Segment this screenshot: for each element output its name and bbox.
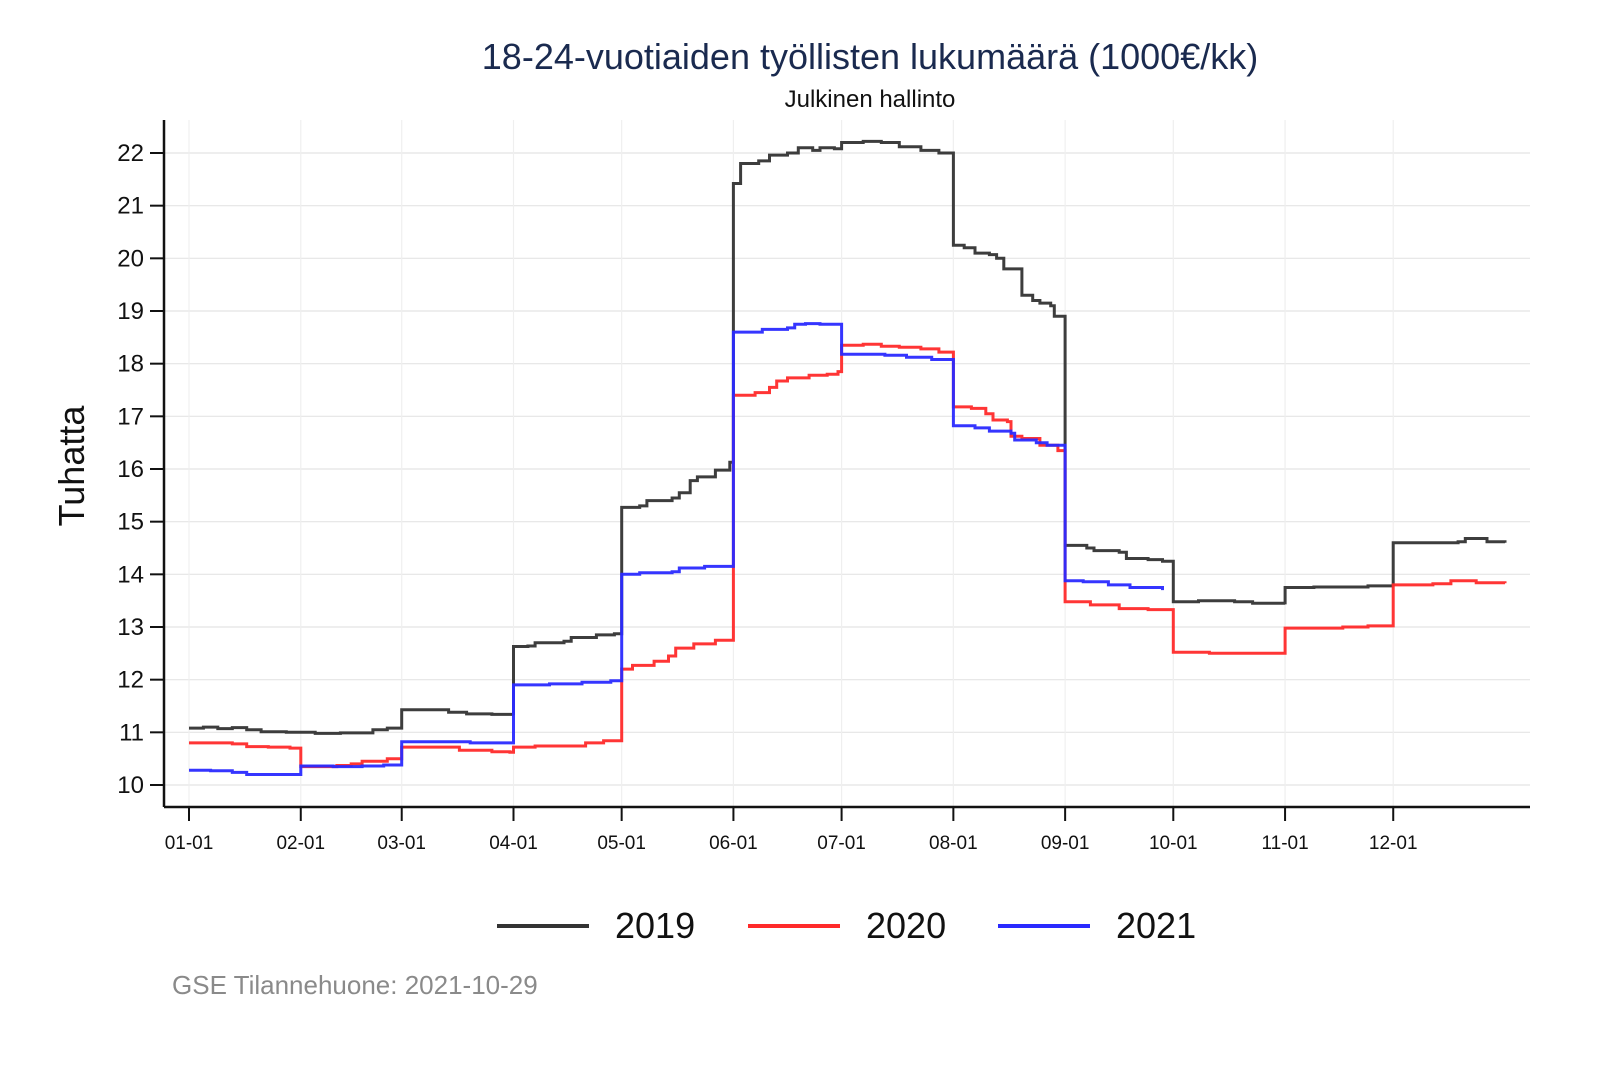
x-tick-label: 09-01: [1041, 833, 1090, 854]
y-tick-label: 21: [117, 193, 144, 220]
chart-subtitle: Julkinen hallinto: [784, 86, 956, 113]
chart-plot: 10 11 12 13 14 15 16 17 18 19 20 21 22 01-01 02-01 03-0…: [51, 120, 1530, 854]
y-tick-label: 12: [117, 667, 144, 694]
legend-label-2021: 2021: [1116, 905, 1197, 946]
legend-label-2020: 2020: [866, 905, 947, 946]
legend: 2019 2020 2021: [0, 896, 1600, 956]
y-tick-label: 19: [117, 298, 144, 325]
x-tick-label: 06-01: [709, 833, 758, 854]
y-tick-label: 11: [119, 719, 144, 746]
y-axis-title: Tuhatta: [51, 405, 92, 527]
y-tick-label: 15: [117, 509, 144, 536]
legend-item-2021: 2021: [998, 896, 1196, 956]
legend-item-2019: 2019: [497, 896, 695, 956]
x-tick-label: 04-01: [489, 833, 538, 854]
legend-item-2020: 2020: [748, 896, 946, 956]
x-tick-label: 05-01: [597, 833, 646, 854]
grid: [164, 120, 1530, 807]
axes: 10 11 12 13 14 15 16 17 18 19 20 21 22 01-01 02-01 03-0…: [117, 120, 1530, 854]
x-tick-label: 08-01: [929, 833, 978, 854]
y-tick-label: 16: [117, 456, 144, 483]
legend-swatch-2020: [748, 924, 840, 928]
x-tick-label: 12-01: [1369, 833, 1418, 854]
series-layer: [189, 139, 1507, 776]
series-line-2020: [189, 342, 1507, 769]
x-tick-label: 03-01: [377, 833, 426, 854]
legend-swatch-2019: [497, 924, 589, 928]
x-tick-label: 02-01: [276, 833, 325, 854]
source-footer: GSE Tilannehuone: 2021-10-29: [172, 970, 538, 1000]
legend-label-2019: 2019: [615, 905, 696, 946]
x-tick-label: 01-01: [165, 833, 214, 854]
x-tick-label: 07-01: [817, 833, 866, 854]
x-tick-label: 11-01: [1261, 833, 1308, 854]
y-tick-label: 17: [117, 403, 144, 430]
series-line-2021: [189, 322, 1164, 776]
y-tick-label: 13: [117, 614, 144, 641]
legend-swatch-2021: [998, 924, 1090, 928]
y-tick-label: 22: [117, 140, 144, 167]
y-tick-label: 20: [117, 245, 144, 272]
y-tick-label: 10: [117, 772, 144, 799]
y-tick-label: 18: [117, 351, 144, 378]
x-tick-label: 10-01: [1149, 833, 1198, 854]
chart-title: 18-24-vuotiaiden työllisten lukumäärä (1…: [481, 36, 1259, 77]
y-tick-label: 14: [117, 561, 144, 588]
series-line-2019: [189, 139, 1507, 735]
